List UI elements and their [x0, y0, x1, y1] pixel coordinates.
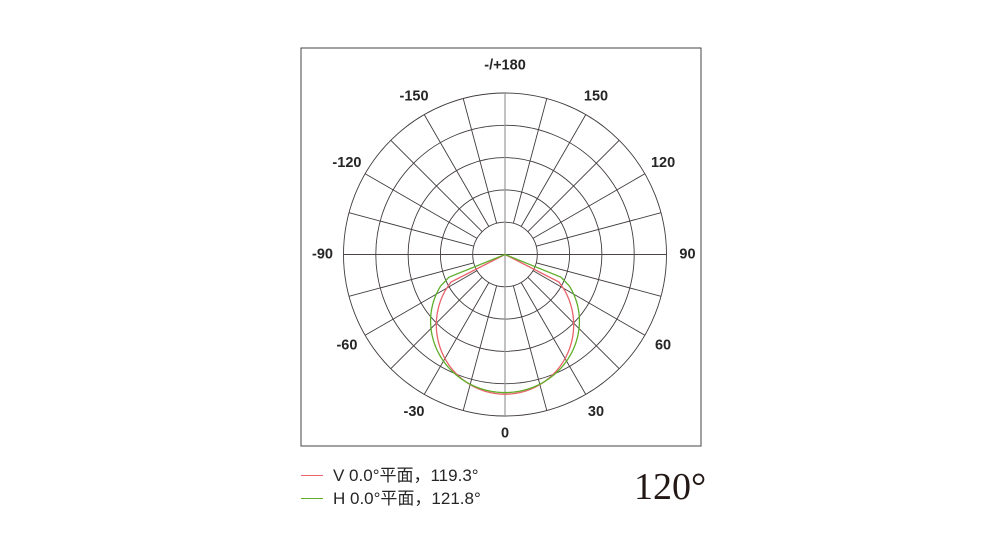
svg-text:-30: -30 — [404, 404, 425, 420]
svg-text:-90: -90 — [312, 246, 333, 262]
svg-text:30: 30 — [588, 404, 604, 420]
svg-text:-/+180: -/+180 — [484, 57, 526, 73]
svg-text:-120: -120 — [332, 155, 361, 171]
svg-text:-60: -60 — [336, 338, 357, 354]
svg-text:150: 150 — [584, 89, 608, 105]
svg-text:0: 0 — [501, 425, 509, 441]
svg-text:60: 60 — [655, 338, 671, 354]
svg-text:-150: -150 — [399, 89, 428, 105]
svg-text:120: 120 — [651, 155, 675, 171]
svg-text:90: 90 — [679, 246, 695, 262]
